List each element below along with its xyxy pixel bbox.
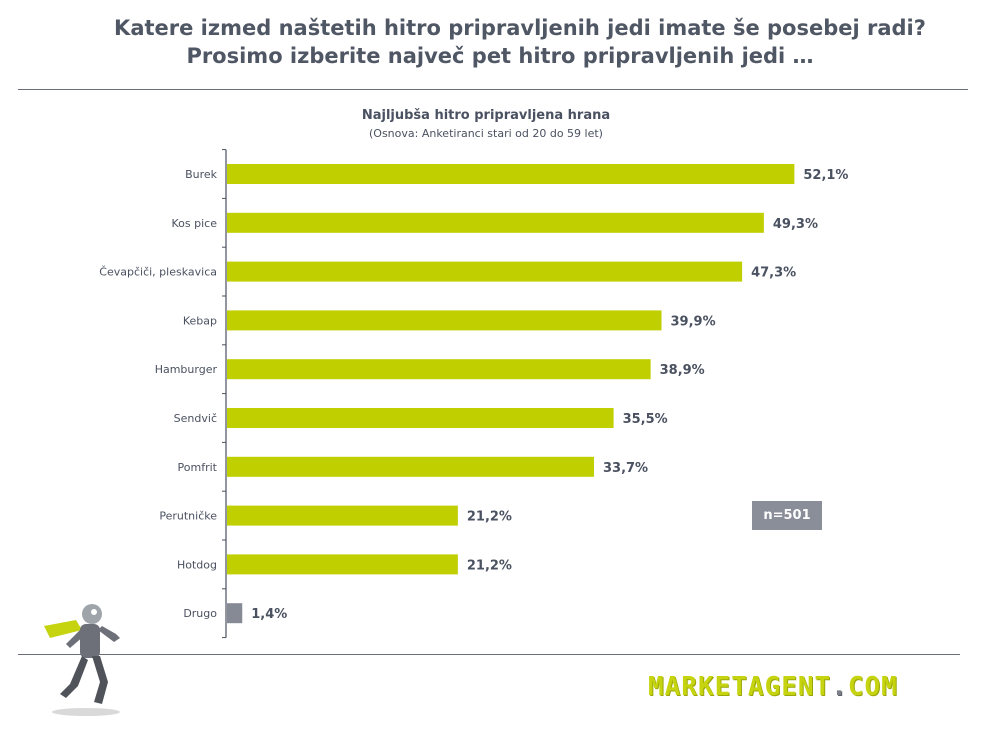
- category-label: Burek: [185, 168, 218, 181]
- chart-title: Najljubša hitro pripravljena hrana: [361, 108, 611, 123]
- bar: [227, 359, 651, 380]
- bar: [227, 310, 662, 331]
- bar: [227, 603, 243, 624]
- chart-subtitle: (Osnova: Anketiranci stari od 20 do 59 l…: [369, 127, 603, 140]
- data-label: 52,1%: [803, 168, 848, 183]
- category-label: Hotdog: [177, 558, 217, 571]
- category-label: Čevapčiči, pleskavica: [99, 266, 217, 279]
- category-label: Drugo: [183, 607, 217, 620]
- bar: [227, 554, 458, 575]
- bar: [227, 261, 743, 282]
- logo-dot: .: [831, 672, 848, 702]
- category-label: Hamburger: [155, 363, 218, 376]
- logo-suffix: COM: [847, 672, 898, 702]
- data-label: 21,2%: [467, 558, 512, 573]
- data-label: 47,3%: [751, 266, 796, 281]
- category-label: Sendvič: [174, 412, 217, 425]
- logo-main: MARKETAGENT: [648, 672, 832, 702]
- data-label: 21,2%: [467, 510, 512, 525]
- category-label: Kebap: [183, 314, 217, 327]
- bar: [227, 505, 458, 526]
- category-label: Perutničke: [159, 510, 217, 523]
- running-man-mascot-icon: [44, 604, 120, 716]
- page-title: Katere izmed naštetih hitro pripravljeni…: [0, 14, 1000, 70]
- bar: [227, 456, 594, 477]
- data-label: 39,9%: [671, 314, 716, 329]
- bottom-divider: [18, 654, 960, 655]
- data-label: 33,7%: [603, 461, 648, 476]
- page-title-line-1: Katere izmed naštetih hitro pripravljeni…: [114, 16, 926, 40]
- data-label: 1,4%: [251, 607, 287, 622]
- bar-chart: Burek 52,1% Kos pice 49,3% Čevapčiči, pleska…: [99, 149, 848, 639]
- data-label: 49,3%: [773, 217, 818, 232]
- data-label: 38,9%: [660, 363, 705, 378]
- data-label: 35,5%: [623, 412, 668, 427]
- bar: [227, 212, 764, 233]
- bar: [227, 408, 614, 428]
- category-label: Kos pice: [172, 217, 218, 230]
- sample-size-badge: n=501: [752, 501, 822, 530]
- top-divider: [18, 89, 968, 90]
- category-label: Pomfrit: [178, 461, 218, 474]
- marketagent-logo: MARKETAGENT.COM: [648, 672, 898, 702]
- bar: [227, 164, 795, 184]
- page-title-line-2: Prosimo izberite največ pet hitro pripra…: [186, 44, 814, 68]
